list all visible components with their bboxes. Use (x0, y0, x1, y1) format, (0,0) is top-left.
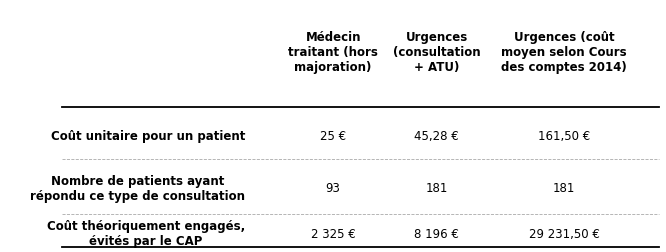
Text: 93: 93 (326, 181, 340, 194)
Text: 25 €: 25 € (320, 130, 346, 142)
Text: Nombre de patients ayant
répondu ce type de consultation: Nombre de patients ayant répondu ce type… (30, 174, 245, 202)
Text: 29 231,50 €: 29 231,50 € (529, 227, 599, 240)
Text: Urgences
(consultation
+ ATU): Urgences (consultation + ATU) (393, 30, 480, 73)
Text: 45,28 €: 45,28 € (414, 130, 459, 142)
Text: 8 196 €: 8 196 € (414, 227, 459, 240)
Text: 2 325 €: 2 325 € (311, 227, 356, 240)
Text: Médecin
traitant (hors
majoration): Médecin traitant (hors majoration) (288, 30, 378, 73)
Text: Coût unitaire pour un patient: Coût unitaire pour un patient (51, 130, 245, 142)
Text: 161,50 €: 161,50 € (538, 130, 590, 142)
Text: Coût théoriquement engagés,
évités par le CAP: Coût théoriquement engagés, évités par l… (47, 219, 245, 247)
Text: 181: 181 (426, 181, 448, 194)
Text: 181: 181 (553, 181, 575, 194)
Text: Urgences (coût
moyen selon Cours
des comptes 2014): Urgences (coût moyen selon Cours des com… (501, 30, 627, 73)
